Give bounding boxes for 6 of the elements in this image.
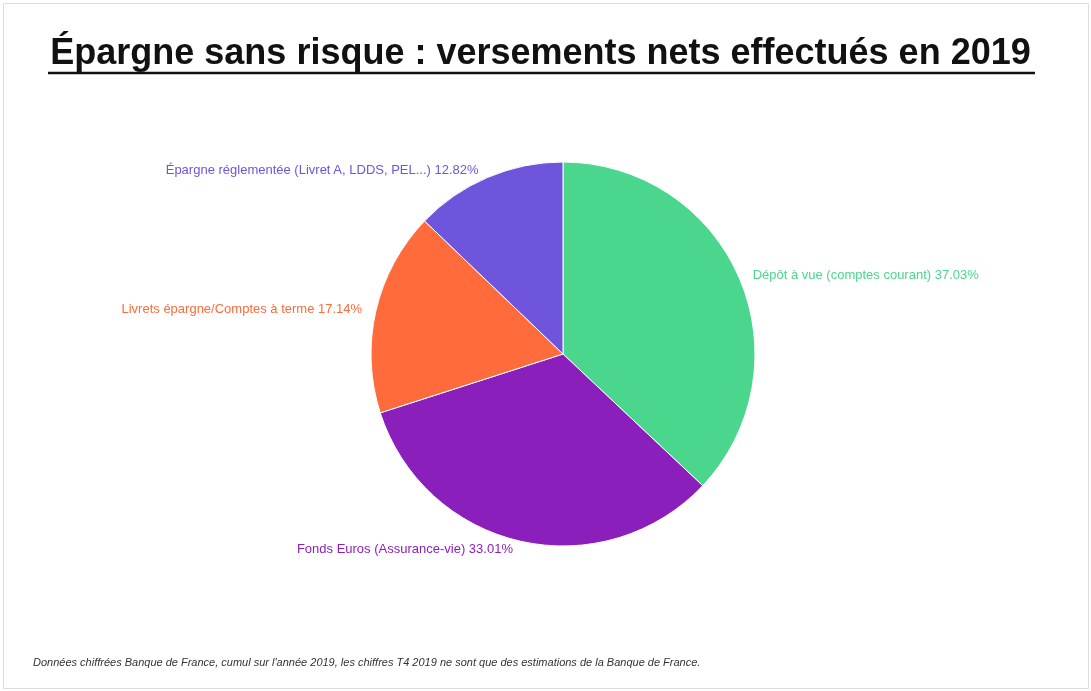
slice-label: Dépôt à vue (comptes courant) 37.03%: [752, 266, 980, 282]
slice-label: Fonds Euros (Assurance-vie) 33.01%: [296, 541, 514, 557]
chart-title: Épargne sans risque : versements nets effectués en 2019: [50, 31, 1031, 72]
slice-label: Livrets épargne/Comptes à terme 17.14%: [121, 301, 363, 317]
slice-label: Épargne réglementée (Livret A, LDDS, PEL...) 12.82%: [165, 162, 480, 177]
text: Données chiffrées Banque de France, cumul sur l'année 2019, les chiffres T4 2019 ne sont que des estimations de la Banque de France.: [33, 656, 701, 668]
